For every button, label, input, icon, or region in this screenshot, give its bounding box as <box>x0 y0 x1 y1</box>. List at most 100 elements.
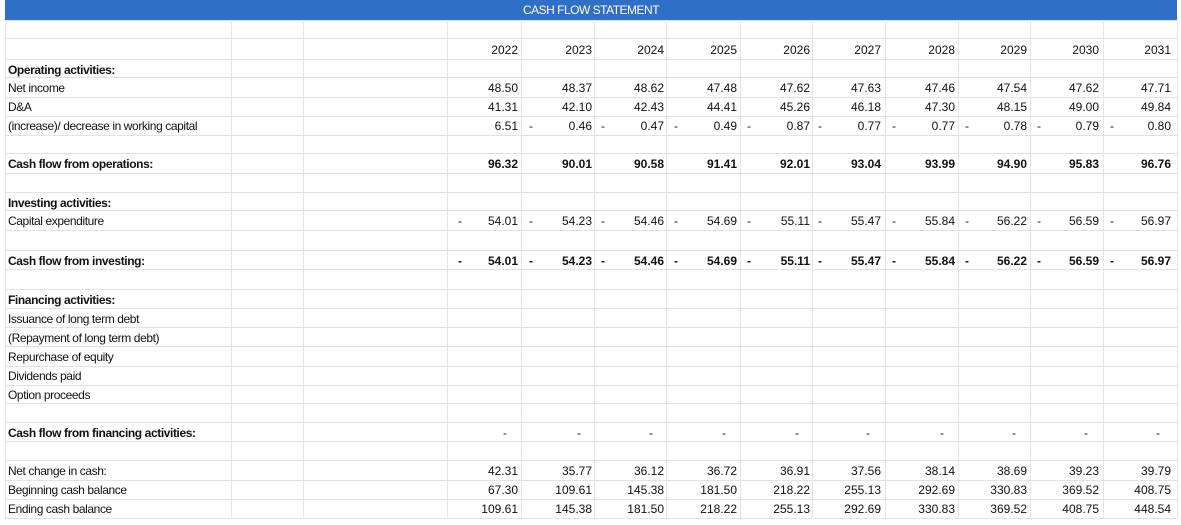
cell-value: 47.30 <box>924 100 955 114</box>
cell-value: - <box>1012 426 1016 440</box>
cell-value: 0.46 <box>568 119 592 133</box>
row-label-cff: Cash flow from financing activities: <box>8 426 196 440</box>
cell-value: 55.84 <box>924 214 955 228</box>
cell-value: 55.11 <box>780 254 810 268</box>
negative-dash: - <box>1110 119 1114 133</box>
row-label-capex: Capital expenditure <box>8 214 104 228</box>
cell-value: 49.00 <box>1068 100 1099 114</box>
cell-value: 48.62 <box>633 81 664 95</box>
negative-dash: - <box>674 214 678 228</box>
negative-dash: - <box>892 119 896 133</box>
cell-value: 55.47 <box>850 254 881 268</box>
year-header: 2026 <box>783 43 810 57</box>
grid-row-line <box>5 116 1177 117</box>
row-label-da: D&A <box>8 100 32 114</box>
year-header: 2027 <box>854 43 881 57</box>
row-label-cfo: Cash flow from operations: <box>8 157 153 171</box>
year-header: 2030 <box>1072 43 1099 57</box>
cell-value: 0.79 <box>1075 119 1099 133</box>
row-label-net-change: Net change in cash: <box>8 464 107 478</box>
grid-row-line <box>5 499 1177 500</box>
cell-value: 0.47 <box>640 119 664 133</box>
cell-value: 55.11 <box>780 214 810 228</box>
cell-value: 95.83 <box>1068 157 1099 171</box>
row-label-repurchase: Repurchase of equity <box>8 350 114 364</box>
grid-row-line <box>5 480 1177 481</box>
cell-value: 218.22 <box>773 483 810 497</box>
cell-value: 93.04 <box>850 157 881 171</box>
cell-value: 90.01 <box>561 157 592 171</box>
cell-value: 0.80 <box>1147 119 1171 133</box>
negative-dash: - <box>1037 254 1041 268</box>
year-header: 2029 <box>1000 43 1027 57</box>
cell-value: 56.97 <box>1140 214 1171 228</box>
cell-value: 56.22 <box>996 214 1027 228</box>
grid-row-line <box>5 441 1177 442</box>
grid-row-line <box>5 460 1177 461</box>
negative-dash: - <box>1110 214 1114 228</box>
negative-dash: - <box>601 254 605 268</box>
negative-dash: - <box>747 254 751 268</box>
grid-row-line <box>5 269 1177 270</box>
cell-value: 94.90 <box>996 157 1027 171</box>
cell-value: 48.15 <box>996 100 1027 114</box>
cell-value: 42.10 <box>561 100 592 114</box>
cell-value: 38.69 <box>996 464 1027 478</box>
cell-value: 0.49 <box>713 119 737 133</box>
negative-dash: - <box>818 254 822 268</box>
cell-value: 96.76 <box>1140 157 1171 171</box>
cell-value: 54.46 <box>633 214 664 228</box>
grid-col-line <box>1103 20 1104 518</box>
cell-value: 145.38 <box>627 483 664 497</box>
cell-value: 0.77 <box>857 119 881 133</box>
negative-dash: - <box>601 119 605 133</box>
grid-col-line <box>594 20 595 518</box>
row-label-options: Option proceeds <box>8 388 91 402</box>
grid-row-line <box>5 250 1177 251</box>
cell-value: - <box>1156 426 1160 440</box>
grid-col-line <box>231 20 232 518</box>
cell-value: 41.31 <box>487 100 518 114</box>
grid-row-line <box>5 173 1177 174</box>
grid-col-line <box>1177 20 1178 518</box>
cell-value: 90.58 <box>633 157 664 171</box>
negative-dash: - <box>674 119 678 133</box>
cell-value: - <box>722 426 726 440</box>
cell-value: 55.84 <box>924 254 955 268</box>
row-label-net-income: Net income <box>8 81 65 95</box>
grid-row-line <box>5 346 1177 347</box>
cell-value: 54.23 <box>561 214 592 228</box>
negative-dash: - <box>1110 254 1114 268</box>
grid-row-line <box>5 210 1177 211</box>
cell-value: - <box>795 426 799 440</box>
grid-row-line <box>5 77 1177 78</box>
cell-value: 47.62 <box>1068 81 1099 95</box>
cell-value: 292.69 <box>844 502 881 516</box>
cell-value: 54.23 <box>561 254 592 268</box>
negative-dash: - <box>1037 214 1041 228</box>
grid-row-line <box>5 38 1177 39</box>
grid-row-line <box>5 385 1177 386</box>
grid-col-line <box>958 20 959 518</box>
cell-value: 39.79 <box>1140 464 1171 478</box>
cell-value: 145.38 <box>555 502 592 516</box>
section-header-operating: Operating activities: <box>8 63 115 77</box>
cell-value: 0.78 <box>1003 119 1027 133</box>
grid-col-line <box>5 20 6 518</box>
cell-value: 48.50 <box>487 81 518 95</box>
grid-row-line <box>5 308 1177 309</box>
cell-value: 330.83 <box>918 502 955 516</box>
cell-value: 218.22 <box>700 502 737 516</box>
row-label-wc: (increase)/ decrease in working capital <box>8 119 198 133</box>
grid-row-line <box>5 153 1177 154</box>
grid-row-line <box>5 59 1177 60</box>
sheet-title: CASH FLOW STATEMENT <box>5 0 1177 20</box>
cell-value: 6.51 <box>494 119 518 133</box>
cell-value: 181.50 <box>627 502 664 516</box>
cell-value: - <box>577 426 581 440</box>
grid-row-line <box>5 518 1177 519</box>
negative-dash: - <box>674 254 678 268</box>
cell-value: 0.77 <box>931 119 955 133</box>
cell-value: 67.30 <box>487 483 518 497</box>
